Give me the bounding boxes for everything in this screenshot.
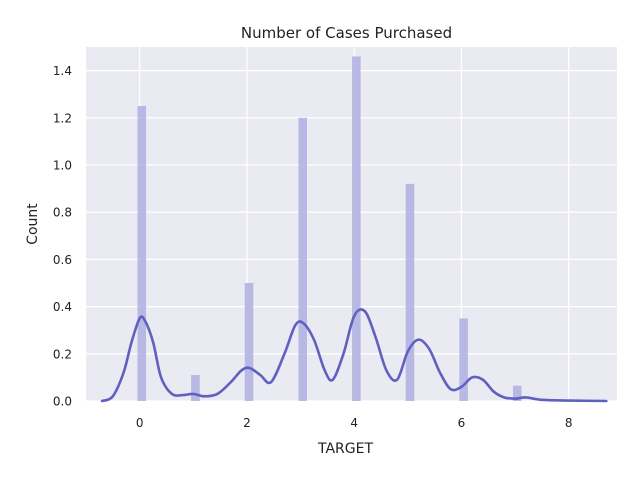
x-tick-label-4: 8 (565, 416, 573, 430)
histogram-bar-7 (512, 385, 522, 401)
y-tick-label-1: 0.2 (53, 347, 72, 361)
x-tick-label-1: 2 (243, 416, 251, 430)
kde-line (100, 308, 608, 403)
y-tick-label-5: 1.0 (53, 159, 72, 173)
y-tick-label-4: 0.8 (53, 206, 72, 220)
y-tick-label-3: 0.6 (53, 253, 72, 267)
y-tick-label-0: 0.0 (53, 395, 72, 409)
kde-layer (100, 308, 608, 403)
x-tick-label-2: 4 (350, 416, 358, 430)
y-tick-label-2: 0.4 (53, 300, 72, 314)
histogram-bar-2 (244, 283, 254, 401)
x-axis-label: TARGET (317, 441, 373, 457)
plot-background (86, 47, 617, 401)
chart-title: Number of Cases Purchased (241, 24, 452, 42)
histogram-bar-0 (137, 106, 147, 401)
histogram-bar-6 (459, 318, 468, 401)
x-tick-label-3: 6 (458, 416, 466, 430)
histogram-bar-5 (405, 183, 415, 401)
histogram-bar-3 (298, 117, 307, 402)
axis-ticks: 0 2 4 6 8 0.0 0.2 0.4 0.6 0.8 1.0 1.2 1.4 (53, 64, 573, 430)
x-tick-label-0: 0 (136, 416, 144, 430)
histogram-bar-1 (191, 375, 200, 401)
grid (86, 47, 617, 402)
histogram-bars (137, 56, 522, 402)
y-tick-label-7: 1.4 (53, 64, 72, 78)
y-axis-label: Count (25, 203, 41, 245)
histogram-bar-4 (352, 56, 361, 401)
y-tick-label-6: 1.2 (53, 111, 72, 125)
